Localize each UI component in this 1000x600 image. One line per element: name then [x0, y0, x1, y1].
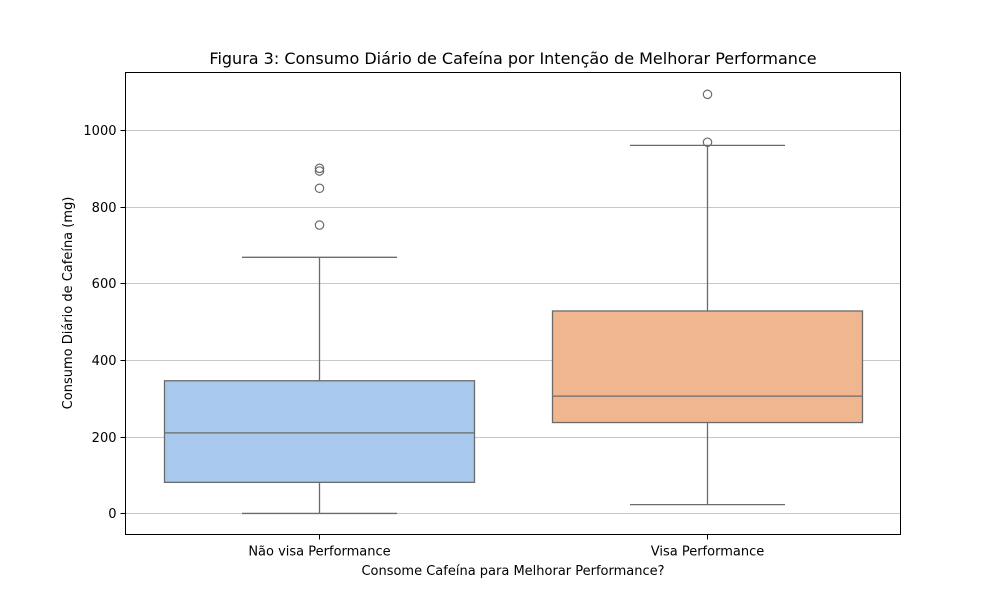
outlier-point [314, 183, 325, 194]
y-axis-label: Consumo Diário de Cafeína (mg) [61, 197, 76, 410]
box-group [163, 163, 476, 515]
y-tick-label: 1000 [83, 124, 116, 139]
chart-title: Figura 3: Consumo Diário de Cafeína por … [209, 49, 816, 68]
interquartile-box [551, 310, 864, 424]
plot-frame [125, 72, 901, 535]
outlier-point [702, 89, 713, 100]
outlier-point [702, 137, 713, 148]
y-tick-label: 0 [108, 507, 116, 522]
interquartile-box [163, 380, 476, 484]
outlier-point [314, 166, 325, 176]
outlier-point [314, 220, 325, 230]
y-tick-label: 800 [92, 201, 117, 216]
boxes-layer [163, 89, 864, 515]
x-tick-label: Visa Performance [651, 545, 764, 560]
x-tick-label: Não visa Performance [248, 545, 390, 560]
y-tick-label: 600 [92, 277, 117, 292]
y-tick-label: 200 [92, 431, 117, 446]
y-tick-label: 400 [92, 354, 117, 369]
ticks-layer: 0 200 400 600 800 1000 Não visa Performance Vis… [83, 124, 764, 560]
axes-layer [125, 72, 901, 535]
outlier-point [314, 163, 325, 174]
box-group [551, 89, 864, 506]
x-axis-label: Consome Cafeína para Melhorar Performanc… [361, 564, 664, 579]
